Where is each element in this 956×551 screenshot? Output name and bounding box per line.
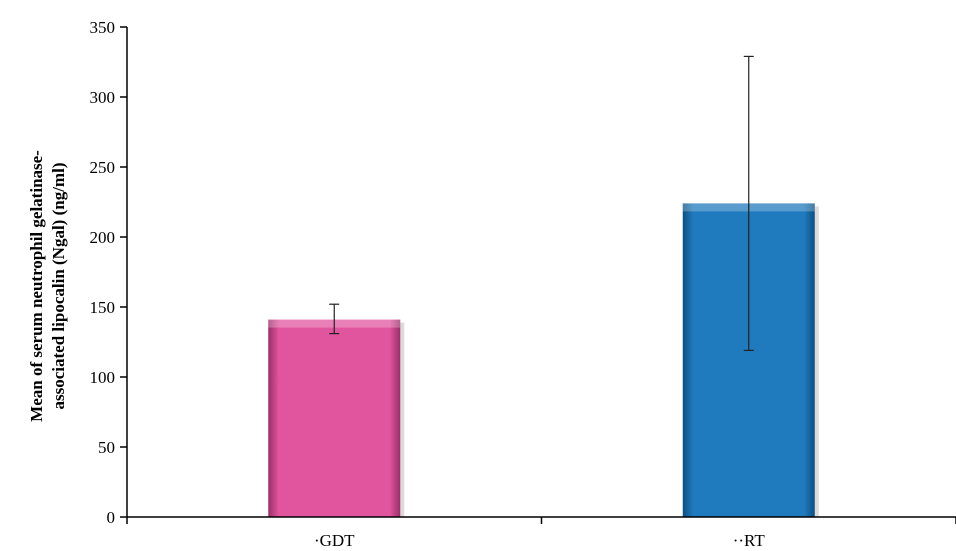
y-tick-label: 300 bbox=[90, 88, 116, 107]
bars bbox=[268, 203, 819, 517]
y-tick-label: 0 bbox=[107, 508, 116, 527]
y-tick-label: 150 bbox=[90, 298, 116, 317]
y-tick-label: 200 bbox=[90, 228, 116, 247]
y-axis-title-line-1: Mean of serum neutrophil gelatinase- bbox=[27, 150, 46, 422]
y-axis-title-line-2: associated lipocalin (Ngal) (ng/ml) bbox=[49, 163, 68, 410]
y-tick-label: 50 bbox=[98, 438, 115, 457]
error-bars bbox=[329, 55, 754, 351]
y-axis-ticks: 0 50 100 150 200 250 300 350 bbox=[90, 18, 127, 527]
y-tick-label: 350 bbox=[90, 18, 116, 37]
y-tick-label: 250 bbox=[90, 158, 116, 177]
x-axis-ticks: ·GDT ··RT bbox=[126, 517, 956, 550]
y-tick-label: 100 bbox=[90, 368, 116, 387]
bar bbox=[268, 319, 401, 517]
x-tick-label: ··RT bbox=[733, 531, 766, 550]
y-axis-title: Mean of serum neutrophil gelatinase- ass… bbox=[27, 150, 68, 422]
x-tick-label: ·GDT bbox=[314, 531, 355, 550]
